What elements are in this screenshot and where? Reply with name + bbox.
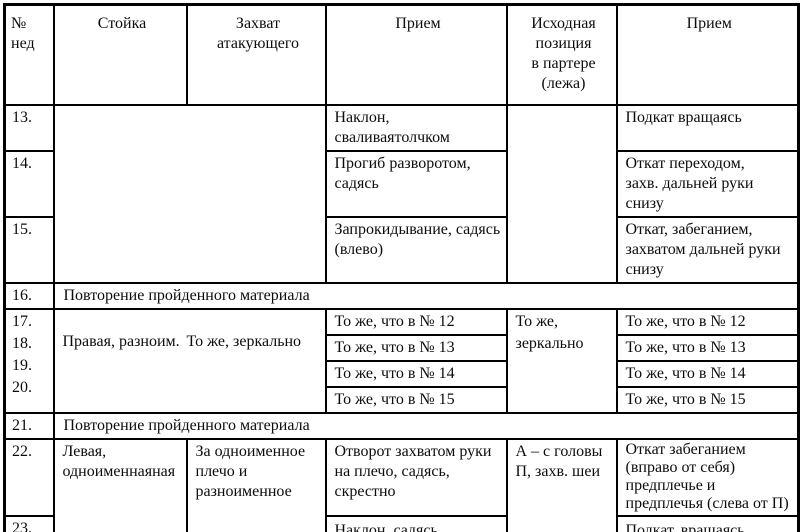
grip-value: То же, зеркально	[186, 332, 302, 350]
cell-r17-20-stance-grip: Правая, разноим. То же, зеркально	[52, 307, 327, 414]
cell-r19-technique: То же, что в № 14	[324, 359, 508, 388]
header-technique-ground: Прием	[615, 3, 800, 106]
table-row-14: 14. Прогиб разворотом, садясь Откат пере…	[3, 149, 800, 218]
table-row-22: 22. Левая, одноименнаяная За одноименное…	[3, 437, 800, 532]
cell-r17-ground: То же, что в № 12	[615, 307, 800, 336]
cell-r22-ground: Откат забеганием (вправо от себя) предпл…	[615, 437, 800, 517]
cell-r23-num: 23.	[3, 514, 55, 532]
header-stance: Стойка	[52, 3, 188, 106]
cell-r13-num: 13.	[3, 103, 55, 152]
cell-r17-20-nums: 17. 18. 19. 20.	[3, 307, 55, 414]
cell-r23-ground: Подкат, вращаясь (влево от себя)	[615, 514, 800, 532]
cell-r22-23-grip: За одноименное плечо и разноименное	[185, 437, 327, 532]
header-ground-position: Исходная позиция в партере (лежа)	[505, 3, 618, 106]
table-row-20: То же, что в № 15 То же, что в № 15	[5, 385, 800, 414]
table-row-16: 16. Повторение пройденного материала	[3, 281, 800, 310]
table-row-13: 13. Наклон, сваливаятолчком Подкат враща…	[3, 103, 800, 284]
cell-r22-23-stance: Левая, одноименнаяная	[52, 437, 188, 532]
table-row-21: 21. Повторение пройденного материала	[3, 411, 800, 440]
cell-r21-review: Повторение пройденного материала	[52, 411, 800, 440]
stance-value: Правая, разноим.	[62, 332, 180, 350]
cell-r22-technique: Отворот захватом руки на плечо, садясь, …	[324, 437, 508, 517]
cell-r14-ground: Откат переходом, захв. дальней руки сниз…	[615, 149, 800, 218]
cell-r18-technique: То же, что в № 13	[324, 333, 508, 362]
header-row: № нед Стойка Захват атакующего Прием Исх…	[3, 3, 800, 106]
table-row-23: 23. Наклон, садясь под плечо Подкат, вра…	[3, 514, 800, 532]
table-row-15: 15. Запрокидывание, садясь (влево) Откат…	[3, 215, 800, 284]
cell-r22-23-position: А – с головы П, захв. шеи	[505, 437, 618, 532]
cell-r23-technique: Наклон, садясь под плечо	[324, 514, 508, 532]
header-week-number: № нед	[3, 3, 55, 106]
cell-r22-num: 22.	[3, 437, 55, 517]
table-row-17: 17. 18. 19. 20. Правая, разноим. То же, з…	[3, 307, 800, 414]
cell-r19-ground: То же, что в № 14	[615, 359, 800, 388]
cell-r17-technique: То же, что в № 12	[324, 307, 508, 336]
cell-r13-technique: Наклон, сваливаятолчком	[324, 103, 508, 152]
cell-r18-ground: То же, что в № 13	[615, 333, 800, 362]
table-row-19: То же, что в № 14 То же, что в № 14	[5, 359, 800, 388]
table-row-18: То же, что в № 13 То же, что в № 13	[5, 333, 800, 362]
cell-r14-num: 14.	[3, 149, 55, 218]
training-schedule-table: № нед Стойка Захват атакующего Прием Исх…	[3, 3, 800, 532]
cell-r15-num: 15.	[3, 215, 55, 284]
cell-r20-technique: То же, что в № 15	[324, 385, 508, 414]
header-technique-standing: Прием	[324, 3, 508, 106]
cell-r16-review: Повторение пройденного материала	[52, 281, 800, 310]
cell-r14-technique: Прогиб разворотом, садясь	[324, 149, 508, 218]
cell-r13-15-position-empty	[505, 103, 618, 284]
cell-r15-ground: Откат, забеганием, захватом дальней руки…	[615, 215, 800, 284]
cell-r15-technique: Запрокидывание, садясь (влево)	[324, 215, 508, 284]
cell-r16-num: 16.	[3, 281, 55, 310]
cell-r17-20-position: То же, зеркально	[505, 307, 618, 414]
cell-r20-ground: То же, что в № 15	[615, 385, 800, 414]
cell-r13-15-stance-grip-empty	[52, 103, 327, 284]
cell-r13-ground: Подкат вращаясь	[615, 103, 800, 152]
cell-r21-num: 21.	[3, 411, 55, 440]
header-attacker-grip: Захват атакующего	[185, 3, 327, 106]
